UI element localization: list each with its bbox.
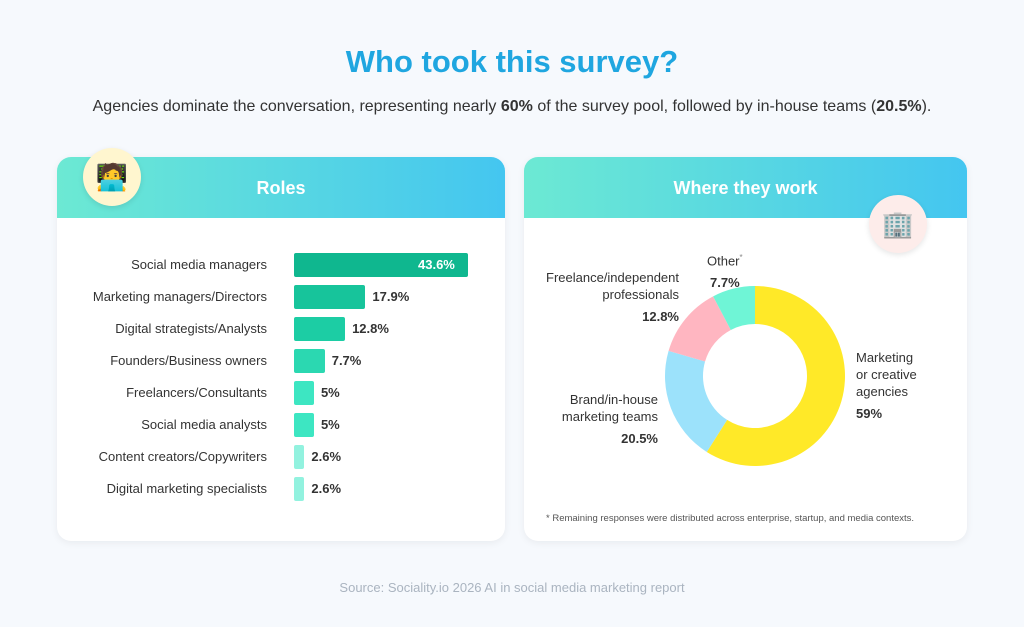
bar-row: Marketing managers/Directors 17.9%	[57, 285, 497, 309]
bar-value: 43.6%	[418, 257, 455, 272]
bar	[294, 349, 325, 373]
source: Source: Sociality.io 2026 AI in social m…	[339, 580, 685, 595]
subtitle-text: of the survey pool, followed by in-house…	[532, 98, 877, 115]
bar-value: 2.6%	[311, 449, 342, 464]
subtitle-highlight: 60%	[500, 98, 533, 115]
subtitle-text: ).	[921, 98, 932, 115]
value-label: 7.7%	[710, 275, 740, 291]
technologist-icon: 🧑‍💻	[83, 148, 141, 206]
bar-row: Content creators/Copywriters 2.6%	[57, 445, 497, 469]
roles-card: Roles 🧑‍💻 Social media managers 43.6% Mar…	[57, 148, 505, 541]
bar-label: Marketing managers/Directors	[92, 289, 267, 304]
subtitle-text: Agencies dominate the conversation, repr…	[92, 98, 501, 115]
office-building-icon: 🏢	[869, 195, 927, 253]
bar	[294, 477, 305, 501]
label-line: Marketing	[856, 350, 914, 365]
donut-slice	[713, 286, 755, 330]
value-label: 20.5%	[621, 431, 658, 446]
bar-row: Digital marketing specialists 2.6%	[57, 477, 497, 501]
bar-label: Founders/Business owners	[110, 353, 267, 368]
subtitle: Agencies dominate the conversation, repr…	[0, 98, 1024, 116]
donut-slice	[706, 286, 845, 466]
footnote: * Remaining responses were distributed a…	[546, 513, 915, 524]
bar	[294, 253, 468, 277]
bar	[294, 317, 346, 341]
page-title: Who took this survey?	[345, 44, 679, 79]
label-line: or creative	[856, 367, 917, 382]
label-line: Freelance/independent	[546, 270, 679, 285]
bar	[294, 445, 305, 469]
label-line: agencies	[856, 384, 909, 399]
bar-label: Freelancers/Consultants	[126, 385, 267, 400]
value-label: 59%	[856, 406, 883, 421]
bar-label: Social media managers	[131, 257, 267, 272]
donut-slice	[668, 296, 731, 362]
bar-value: 2.6%	[311, 481, 342, 496]
bar-label: Social media analysts	[141, 417, 267, 432]
bar	[294, 381, 314, 405]
bar	[294, 285, 366, 309]
label-brand: Brand/in-house marketing teams 20.5%	[562, 391, 658, 447]
bar	[294, 413, 314, 437]
bar-row: Freelancers/Consultants 5%	[57, 381, 497, 405]
subtitle-highlight: 20.5%	[876, 98, 922, 115]
value-label: 12.8%	[642, 309, 679, 324]
label-other: Other* 7.7%	[707, 249, 743, 291]
bar-value: 17.9%	[372, 289, 410, 304]
bar-row: Social media managers 43.6%	[57, 253, 497, 277]
label-line: Brand/in-house	[569, 392, 658, 407]
label-line: professionals	[602, 287, 679, 302]
donut-slice	[665, 350, 728, 452]
bar-row: Social media analysts 5%	[57, 413, 497, 437]
bar-label: Digital strategists/Analysts	[115, 321, 267, 336]
bar-label: Digital marketing specialists	[106, 481, 267, 496]
bar-row: Founders/Business owners 7.7%	[57, 349, 497, 373]
label-line: marketing teams	[561, 409, 658, 424]
bar-value: 5%	[320, 417, 340, 432]
bar-value: 12.8%	[352, 321, 389, 336]
label-freelance: Freelance/independent professionals 12.8%	[546, 269, 679, 325]
label-line: Other	[707, 253, 740, 269]
work-card: Where they work 🏢	[524, 157, 967, 541]
bar-row: Digital strategists/Analysts 12.8%	[57, 317, 497, 341]
bar-value: 7.7%	[331, 353, 362, 368]
bar-label: Content creators/Copywriters	[98, 449, 267, 464]
label-agencies: Marketing or creative agencies 59%	[856, 349, 917, 422]
bar-value: 5%	[320, 385, 340, 400]
asterisk: *	[739, 253, 743, 262]
